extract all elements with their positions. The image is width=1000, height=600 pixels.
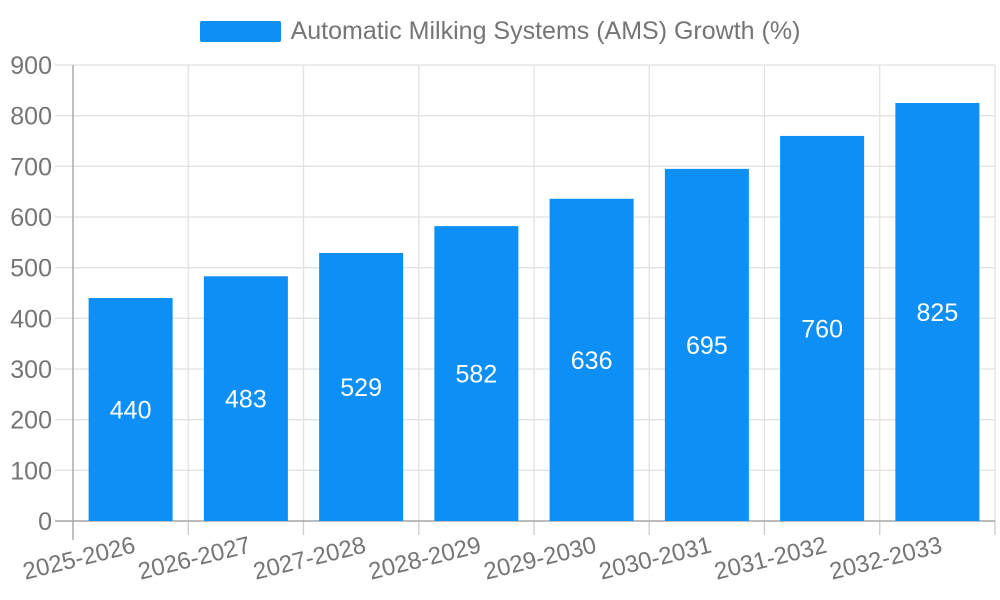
bar-2032-2033[interactable] [895, 103, 980, 521]
x-tick-label: 2030-2031 [596, 532, 714, 586]
y-tick-label: 300 [10, 356, 52, 384]
x-tick-label: 2027-2028 [251, 532, 369, 586]
bar-value-label: 825 [917, 299, 959, 327]
y-tick-label: 400 [10, 305, 52, 333]
bar-value-label: 695 [686, 332, 728, 360]
y-tick-label: 700 [10, 153, 52, 181]
legend-label: Automatic Milking Systems (AMS) Growth (… [290, 17, 801, 45]
bar-value-label: 582 [456, 361, 498, 389]
bar-value-label: 440 [110, 397, 152, 425]
y-tick-label: 900 [10, 52, 52, 80]
bar-2028-2029[interactable] [434, 226, 519, 521]
y-tick-label: 0 [38, 508, 52, 536]
legend-swatch [199, 20, 281, 42]
y-tick-label: 800 [10, 103, 52, 131]
bar-2026-2027[interactable] [203, 276, 288, 521]
y-tick-label: 600 [10, 204, 52, 232]
bar-2030-2031[interactable] [664, 168, 749, 521]
bar-2031-2032[interactable] [780, 135, 865, 521]
x-tick-label: 2026-2027 [135, 532, 253, 586]
y-tick-label: 200 [10, 407, 52, 435]
x-tick-label: 2032-2033 [827, 532, 945, 586]
bar-value-label: 760 [801, 315, 843, 343]
bar-2029-2030[interactable] [549, 198, 634, 521]
x-tick-label: 2031-2032 [712, 532, 830, 586]
bar-2025-2026[interactable] [88, 298, 173, 521]
y-tick-label: 500 [10, 255, 52, 283]
y-tick-label: 100 [10, 457, 52, 485]
x-tick-label: 2028-2029 [366, 532, 484, 586]
bar-series [88, 103, 980, 521]
x-tick-label: 2025-2026 [20, 532, 138, 586]
bar-value-label: 636 [571, 347, 613, 375]
bar-value-label: 529 [340, 374, 382, 402]
x-tick-label: 2029-2030 [481, 532, 599, 586]
legend[interactable]: Automatic Milking Systems (AMS) Growth (… [0, 17, 1000, 45]
bar-value-label: 483 [225, 386, 267, 414]
bar-2027-2028[interactable] [319, 252, 404, 521]
